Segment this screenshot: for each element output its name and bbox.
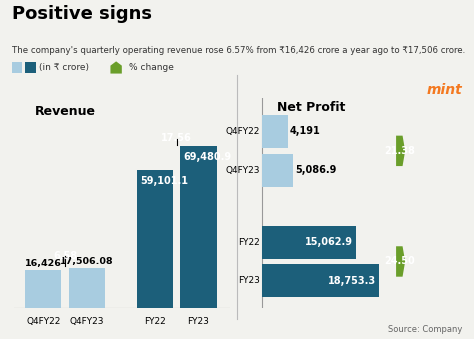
Bar: [25, 270, 62, 308]
Text: Net Profit: Net Profit: [277, 101, 346, 114]
Text: 16,426: 16,426: [25, 259, 62, 268]
Text: 69,480.9: 69,480.9: [184, 152, 232, 162]
Text: 21.38: 21.38: [384, 146, 415, 156]
Text: 59,101.1: 59,101.1: [140, 176, 188, 186]
Text: Q4FY23: Q4FY23: [70, 317, 104, 326]
Bar: [180, 146, 217, 308]
Bar: [262, 154, 293, 187]
Text: FY23: FY23: [238, 276, 260, 285]
Text: The company's quarterly operating revenue rose 6.57% from ₹16,426 crore a year a: The company's quarterly operating revenu…: [12, 46, 465, 55]
Text: Q4FY22: Q4FY22: [26, 317, 61, 326]
Text: 17,506.08: 17,506.08: [60, 257, 114, 266]
Text: Positive signs: Positive signs: [12, 5, 152, 23]
Text: FY22: FY22: [144, 317, 165, 326]
Text: 4,191: 4,191: [290, 126, 320, 137]
Text: 6.58: 6.58: [53, 251, 77, 261]
Text: Source: Company: Source: Company: [388, 325, 462, 334]
Bar: [69, 267, 105, 308]
Text: (in ₹ crore): (in ₹ crore): [39, 63, 89, 72]
Bar: [262, 225, 356, 259]
Text: Q4FY22: Q4FY22: [226, 127, 260, 136]
Text: % change: % change: [129, 63, 174, 72]
Bar: [137, 171, 173, 308]
Text: FY22: FY22: [238, 238, 260, 246]
Text: 17.56: 17.56: [161, 133, 192, 143]
Bar: [262, 115, 288, 148]
Text: 18,753.3: 18,753.3: [328, 276, 376, 286]
Text: 24.50: 24.50: [384, 257, 415, 266]
Text: 5,086.9: 5,086.9: [295, 165, 337, 175]
Text: mint: mint: [427, 83, 462, 97]
Polygon shape: [396, 136, 405, 166]
Text: Revenue: Revenue: [35, 105, 96, 118]
Text: Q4FY23: Q4FY23: [226, 166, 260, 175]
Bar: [262, 264, 379, 297]
Text: 15,062.9: 15,062.9: [305, 237, 353, 247]
Text: FY23: FY23: [187, 317, 210, 326]
Polygon shape: [396, 246, 405, 277]
